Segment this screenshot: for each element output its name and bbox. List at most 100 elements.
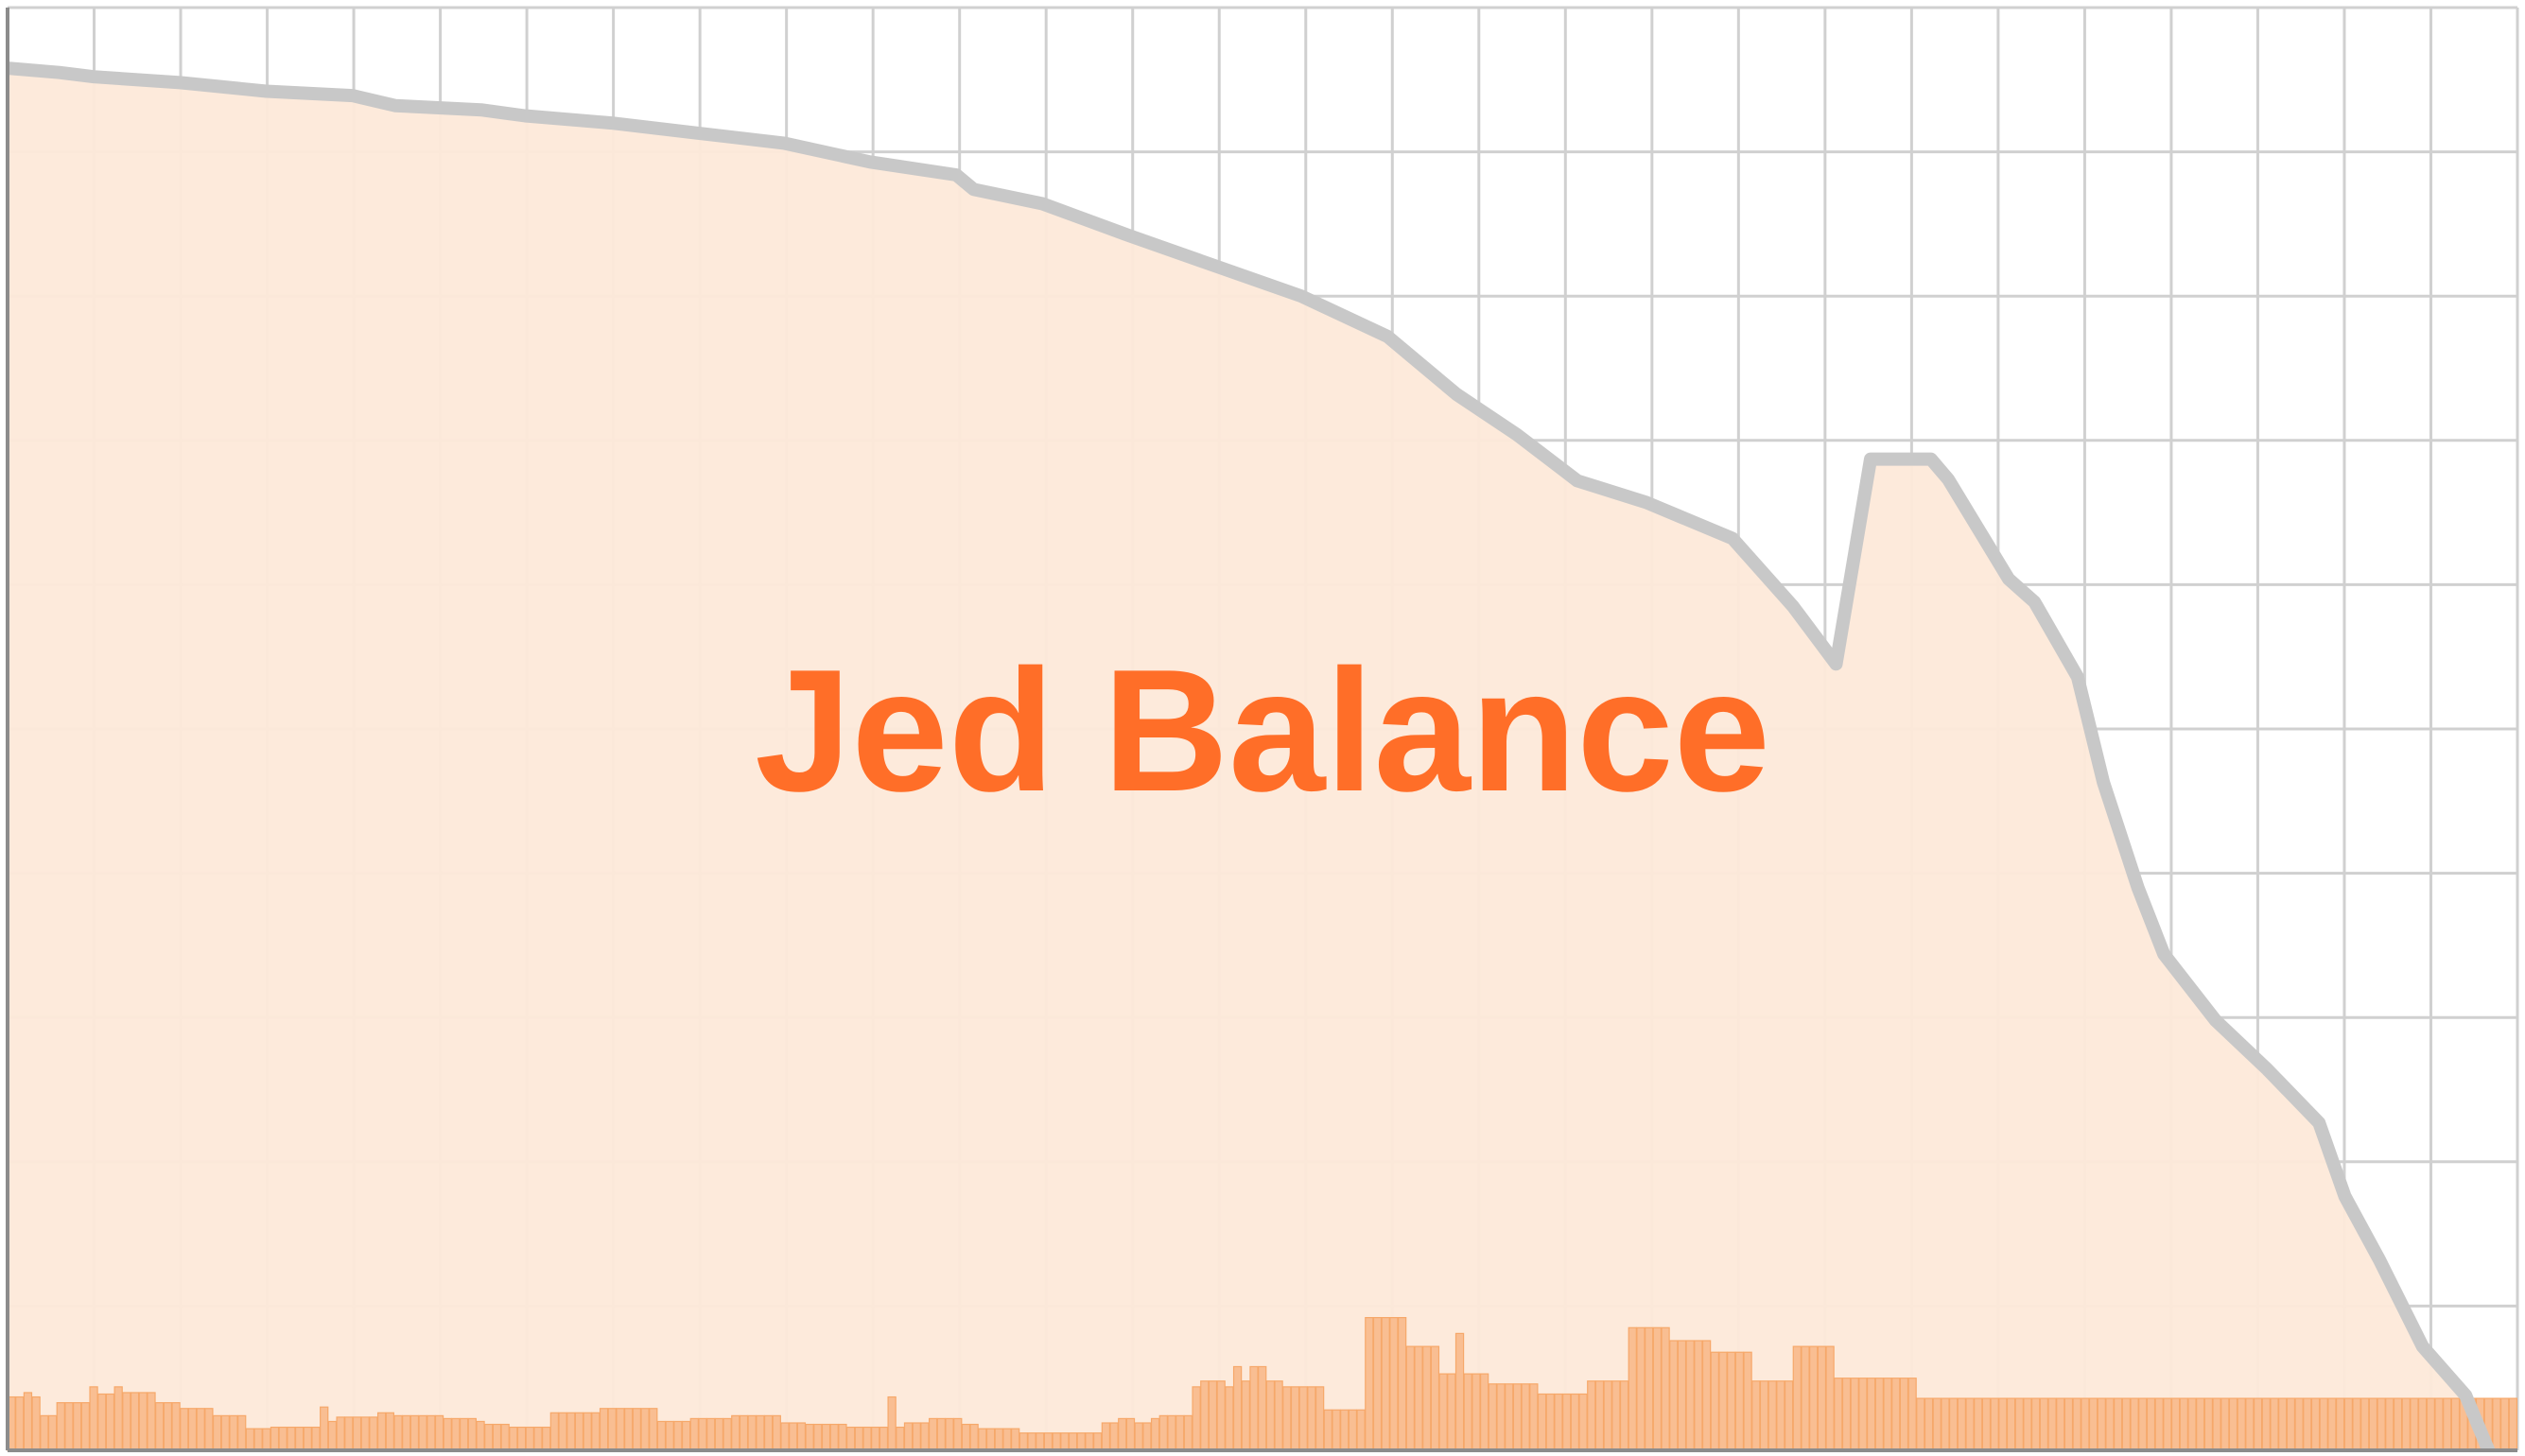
bar — [1578, 1393, 1588, 1451]
bar — [747, 1414, 757, 1451]
bar — [2492, 1397, 2501, 1451]
bar — [1002, 1428, 1012, 1451]
bar — [492, 1423, 502, 1451]
bar — [1924, 1397, 1934, 1451]
bar — [500, 1423, 510, 1451]
bar — [2179, 1397, 2188, 1451]
bar — [542, 1426, 551, 1451]
bar — [2343, 1397, 2353, 1451]
bar — [196, 1408, 205, 1451]
bar — [1932, 1397, 1942, 1451]
bar — [1784, 1380, 1794, 1451]
bar — [854, 1426, 863, 1451]
bar — [47, 1414, 58, 1451]
bar — [714, 1417, 724, 1451]
bar — [484, 1423, 494, 1451]
bar — [2360, 1397, 2370, 1451]
bar — [1183, 1414, 1193, 1451]
bar — [1792, 1345, 1802, 1451]
bar — [789, 1422, 798, 1451]
bar-series — [7, 1317, 2518, 1451]
bar — [1899, 1378, 1909, 1451]
bar — [845, 1426, 856, 1451]
bar — [80, 1402, 91, 1451]
bar — [1645, 1326, 1654, 1451]
bar — [385, 1412, 394, 1451]
bar — [1974, 1397, 1983, 1451]
bar — [2023, 1397, 2032, 1451]
bar — [1397, 1317, 1407, 1451]
bar — [1348, 1409, 1358, 1451]
bar — [723, 1417, 732, 1451]
bar — [871, 1426, 880, 1451]
bar — [171, 1402, 181, 1451]
bar — [525, 1426, 534, 1451]
bar — [467, 1417, 477, 1451]
bar — [821, 1423, 831, 1451]
bar — [763, 1414, 774, 1451]
bar — [920, 1422, 930, 1451]
bar — [1981, 1397, 1992, 1451]
bar — [1619, 1380, 1629, 1451]
bar — [1043, 1432, 1054, 1451]
bar — [2508, 1397, 2518, 1451]
bar — [2352, 1397, 2361, 1451]
area-series — [8, 68, 2509, 1450]
bar — [2047, 1397, 2057, 1451]
bar — [1290, 1386, 1300, 1451]
bar — [451, 1417, 461, 1451]
bar — [1265, 1380, 1276, 1451]
bar — [1488, 1383, 1498, 1451]
bar — [56, 1402, 65, 1451]
bar — [2426, 1397, 2435, 1451]
bar — [393, 1414, 403, 1451]
bar — [1208, 1380, 1218, 1451]
bar — [1628, 1326, 1637, 1451]
bar — [1340, 1409, 1350, 1451]
bar — [2261, 1397, 2271, 1451]
area-fill — [8, 68, 2509, 1450]
bar — [1570, 1393, 1580, 1451]
bar — [673, 1420, 683, 1451]
bar — [360, 1416, 370, 1451]
bar — [1801, 1345, 1810, 1451]
bar — [253, 1428, 263, 1451]
bar — [97, 1393, 107, 1451]
bar — [953, 1417, 963, 1451]
bar — [2014, 1397, 2024, 1451]
bar — [1512, 1383, 1523, 1451]
bar — [2237, 1397, 2246, 1451]
bar — [187, 1408, 198, 1451]
bar — [2443, 1397, 2452, 1451]
bar — [180, 1408, 189, 1451]
bar — [1109, 1422, 1119, 1451]
bar — [574, 1412, 584, 1451]
bar — [1298, 1386, 1308, 1451]
bar — [2138, 1397, 2148, 1451]
bar — [2303, 1397, 2312, 1451]
bar — [1496, 1383, 1506, 1451]
bar — [2072, 1397, 2081, 1451]
bar — [2064, 1397, 2074, 1451]
bar — [1562, 1393, 1572, 1451]
bar — [533, 1426, 543, 1451]
bar — [1701, 1340, 1712, 1451]
bar — [1948, 1397, 1959, 1451]
bar — [1661, 1326, 1670, 1451]
bar — [616, 1408, 625, 1451]
bar — [2121, 1397, 2132, 1451]
bar — [1241, 1380, 1250, 1451]
bar — [1669, 1340, 1679, 1451]
bar — [1414, 1345, 1423, 1451]
bar — [2081, 1397, 2090, 1451]
bar — [1192, 1386, 1201, 1451]
bar — [270, 1426, 280, 1451]
bar — [681, 1420, 691, 1451]
axes — [6, 8, 2517, 1452]
bar — [1036, 1432, 1045, 1451]
bar — [1858, 1378, 1868, 1451]
bar — [2203, 1397, 2214, 1451]
bar — [1142, 1422, 1152, 1451]
bar — [649, 1408, 658, 1451]
bar — [1093, 1432, 1103, 1451]
